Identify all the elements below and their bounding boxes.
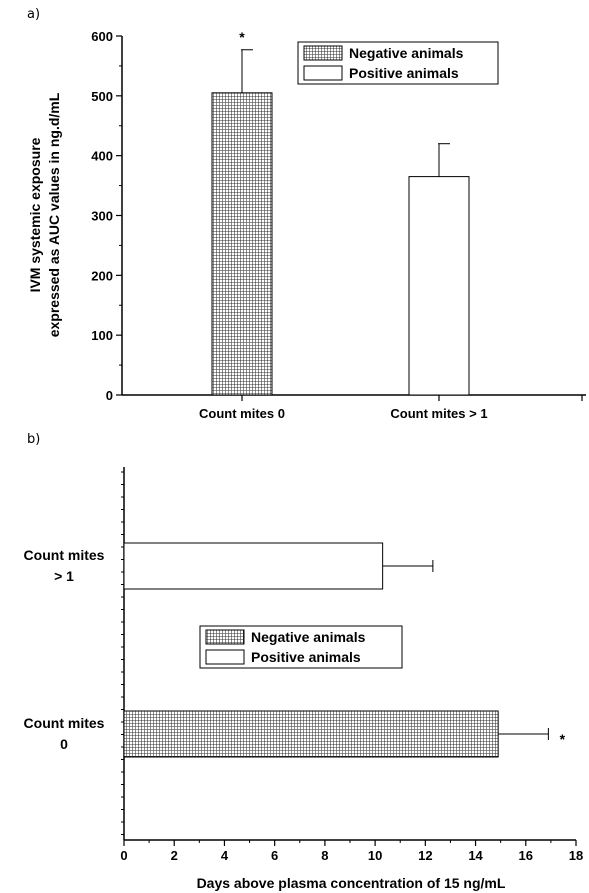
y-tick-label: 0 bbox=[106, 388, 113, 403]
y-category-label: > 1 bbox=[54, 568, 74, 584]
legend-label-2: Positive animals bbox=[251, 649, 361, 665]
panel-b-bars: * bbox=[123, 542, 566, 758]
legend-label-1: Negative animals bbox=[251, 629, 366, 645]
y-tick-label: 300 bbox=[91, 209, 113, 224]
x-tick-label: 2 bbox=[171, 848, 178, 863]
y-tick-label: 600 bbox=[91, 29, 113, 44]
x-tick-label: 18 bbox=[569, 848, 583, 863]
y-tick-label: 500 bbox=[91, 89, 113, 104]
panel-a-label: a) bbox=[27, 7, 40, 22]
significance-marker: * bbox=[239, 29, 245, 45]
bar-1 bbox=[211, 92, 273, 396]
x-tick-label: 16 bbox=[519, 848, 533, 863]
legend-swatch-2 bbox=[303, 65, 343, 81]
panel-a-y-axis-label: IVM systemic exposure expressed as AUC va… bbox=[27, 92, 62, 337]
x-tick-label: 10 bbox=[368, 848, 382, 863]
bar-2 bbox=[123, 710, 499, 758]
y-category-label: Count mites bbox=[24, 547, 105, 563]
y-category-label: 0 bbox=[60, 736, 68, 752]
panel-a-bars: * bbox=[211, 29, 470, 396]
y-tick-label: 200 bbox=[91, 268, 113, 283]
panel-b-label: b) bbox=[27, 432, 40, 447]
y-category-label: Count mites bbox=[24, 715, 105, 731]
panel-a-chart: a) IVM systemic exposure expressed as AUC… bbox=[27, 7, 586, 421]
y-axis-label-line-2: expressed as AUC values in ng.d/mL bbox=[46, 92, 62, 337]
x-tick-label: 12 bbox=[418, 848, 432, 863]
legend-label-2: Positive animals bbox=[349, 65, 459, 81]
y-tick-label: 400 bbox=[91, 149, 113, 164]
panel-b-legend: Negative animals Positive animals bbox=[199, 625, 403, 669]
x-tick-label: 6 bbox=[271, 848, 278, 863]
panel-b-x-axis-label: Days above plasma concentration of 15 ng… bbox=[197, 875, 506, 891]
panel-a-axes: 0 100 200 300 400 500 600 Count mites 0 Count mi… bbox=[91, 29, 586, 421]
legend-swatch-1 bbox=[303, 45, 343, 61]
legend-swatch-2 bbox=[205, 649, 245, 665]
y-tick-label: 100 bbox=[91, 328, 113, 343]
y-axis-label-line-1: IVM systemic exposure bbox=[27, 137, 43, 292]
x-tick-label: Count mites 0 bbox=[199, 406, 285, 421]
legend-swatch-1 bbox=[205, 629, 245, 645]
bar-2 bbox=[408, 176, 470, 396]
panel-b-chart: b) 0 2 4 6 8 10 12 14 16 18 Count mites > 1 Count mi… bbox=[24, 432, 584, 891]
significance-marker: * bbox=[560, 731, 566, 747]
x-tick-label: 8 bbox=[321, 848, 328, 863]
panel-a-legend: Negative animals Positive animals bbox=[297, 41, 499, 85]
x-tick-label: Count mites > 1 bbox=[390, 406, 487, 421]
bar-1 bbox=[123, 542, 384, 590]
legend-label-1: Negative animals bbox=[349, 45, 464, 61]
x-tick-label: 0 bbox=[120, 848, 127, 863]
x-tick-label: 14 bbox=[468, 848, 483, 863]
x-tick-label: 4 bbox=[221, 848, 229, 863]
panel-b-axes: 0 2 4 6 8 10 12 14 16 18 Count mites > 1 Count mites… bbox=[24, 467, 583, 863]
